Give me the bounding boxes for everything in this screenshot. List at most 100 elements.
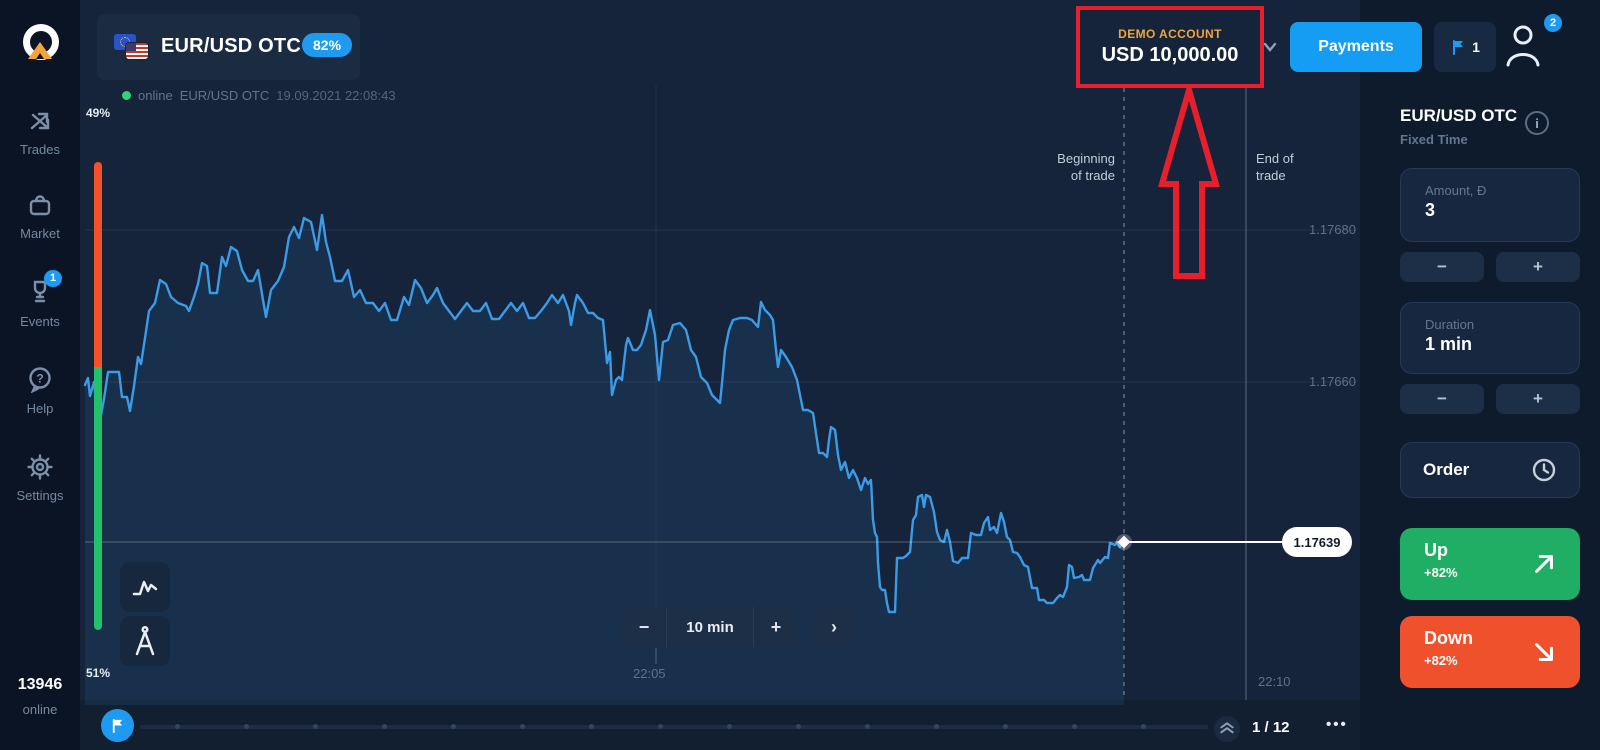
chart-type-button[interactable] [120,562,170,612]
timeline-current-marker[interactable] [101,709,134,742]
sidebar-item-events[interactable]: 1 Events [0,270,80,329]
account-type-label: DEMO ACCOUNT [1118,27,1222,41]
amount-field[interactable]: Amount, Đ 3 [1400,168,1580,242]
riskfree-count: 1 [1472,39,1480,55]
amount-decrease-button[interactable]: − [1400,252,1484,282]
person-icon [1506,25,1540,67]
online-count: 13946 [17,676,63,693]
order-button[interactable]: Order [1400,442,1580,498]
timeline-dot [658,724,663,729]
price-axis-label: 1.17680 [1309,222,1356,237]
market-icon [29,195,51,216]
online-status-dot [122,91,131,100]
duration-decrease-button[interactable]: − [1400,384,1484,414]
annotation-arrow [1158,84,1220,279]
down-label: Down [1424,628,1473,648]
events-badge: 1 [44,270,62,287]
duration-field[interactable]: Duration 1 min [1400,302,1580,374]
status-state: online [138,88,173,103]
pages-stack-icon[interactable] [1214,716,1240,742]
asset-pair-name: EUR/USD OTC [161,35,301,57]
zoom-in-button[interactable]: + [770,616,782,637]
sidebar-item-trades[interactable]: Trades [0,108,80,157]
timeline-dot [1141,724,1146,729]
account-switcher[interactable]: DEMO ACCOUNT USD 10,000.00 [1076,6,1264,88]
app-logo-icon[interactable] [21,22,59,60]
amount-value: 3 [1425,200,1436,220]
info-icon[interactable]: i [1524,110,1550,136]
up-label: Up [1424,540,1448,560]
svg-text:i: i [1535,116,1539,131]
price-axis-label: 1.17660 [1309,374,1356,389]
compass-icon [135,625,155,656]
sentiment-down-percent: 51% [86,666,111,680]
arrow-up-right-icon [1535,555,1553,573]
up-payout: +82% [1424,565,1458,580]
trade-end-label: End of trade [1256,151,1294,183]
payments-label: Payments [1318,38,1394,55]
amount-increase-button[interactable]: + [1496,252,1580,282]
sidebar-item-market[interactable]: Market [0,192,80,241]
line-chart-icon [132,580,158,596]
riskfree-trades-indicator[interactable]: 1 [1434,22,1496,72]
panel-asset-name: EUR/USD OTC [1400,106,1518,125]
us-flag-icon [126,43,148,59]
time-axis-label: 22:05 [633,666,666,681]
down-button[interactable]: Down +82% [1400,616,1580,688]
timeline-dot [727,724,732,729]
chart-status-line: online EUR/USD OTC 19.09.2021 22:08:43 [122,88,396,103]
help-icon: ? [29,367,51,394]
sentiment-bar-down [94,367,102,630]
trades-timeline-track[interactable] [140,725,1208,729]
sentiment-bar-up [94,162,102,367]
timeline-dot [313,724,318,729]
timeline-dot [796,724,801,729]
gear-icon [27,454,53,480]
duration-increase-button[interactable]: + [1496,384,1580,414]
payout-badge: 82% [302,33,353,57]
timeframe-control: − 10 min + [622,607,798,647]
status-pair: EUR/USD OTC [179,88,270,103]
timeline-dot [382,724,387,729]
timeline-dot [589,724,594,729]
trades-icon [30,112,50,130]
profile-notification-badge: 2 [1544,14,1562,32]
sidebar-item-label: Trades [20,142,60,157]
sidebar-item-label: Events [20,314,60,329]
timeline-dot [175,724,180,729]
current-price-tag: 1.17639 [1282,527,1352,557]
more-pages-button[interactable]: ••• [1326,716,1348,733]
clock-icon [1532,458,1556,482]
sentiment-up-percent: 49% [86,106,111,120]
duration-label: Duration [1425,317,1475,332]
profile-button[interactable]: 2 [1504,14,1562,74]
timeline-dot [934,724,939,729]
riskfree-flag-icon [112,718,123,733]
time-axis-label: 22:10 [1258,674,1291,689]
payments-button[interactable]: Payments [1290,22,1422,72]
svg-text:?: ? [36,372,43,386]
online-count-label: online [22,702,58,717]
arrow-down-right-icon [1535,643,1553,661]
timeline-dot [865,724,870,729]
status-timestamp: 19.09.2021 22:08:43 [276,88,396,103]
timeline-dot [1003,724,1008,729]
trade-begin-label: Beginning of trade [1057,151,1115,183]
sidebar-item-label: Settings [16,488,64,503]
sidebar-item-label: Help [26,401,54,416]
chevron-down-icon[interactable] [1263,42,1277,52]
sidebar-item-help[interactable]: ? Help [0,366,80,416]
up-button[interactable]: Up +82% [1400,528,1580,600]
indicators-button[interactable] [120,616,170,666]
panel-trade-mode: Fixed Time [1400,132,1468,147]
page-indicator: 1 / 12 [1252,719,1290,736]
down-payout: +82% [1424,653,1458,668]
sidebar-item-settings[interactable]: Settings [0,454,80,503]
timeline-dot [520,724,525,729]
timeline-dot [1072,724,1077,729]
scroll-to-now-button[interactable]: › [814,607,854,647]
asset-selector[interactable]: EUR/USD OTC 82% [97,14,360,80]
sidebar: Trades Market 1 Events [0,0,80,750]
zoom-out-button[interactable]: − [638,616,650,637]
